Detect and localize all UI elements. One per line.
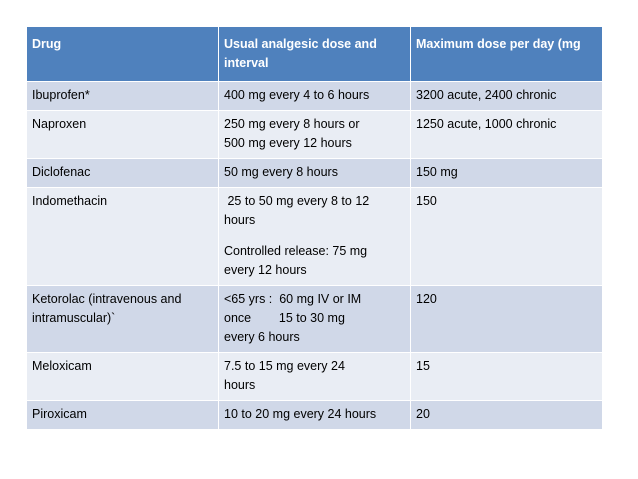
cell-drug: Indomethacin (26, 187, 219, 286)
table-row: Piroxicam 10 to 20 mg every 24 hours 20 (26, 400, 603, 430)
cell-text-line: 1250 acute, 1000 chronic (416, 117, 557, 131)
cell-text-line: 150 (416, 194, 437, 208)
header-max-dose: Maximum dose per day (mg (410, 26, 603, 82)
cell-max-dose: 120 (410, 285, 603, 353)
cell-text-line: 25 to 50 mg every 8 to 12 (224, 194, 370, 208)
header-usual-dose: Usual analgesic dose and interval (218, 26, 411, 82)
cell-drug: Ibuprofen* (26, 81, 219, 111)
cell-usual-dose: 400 mg every 4 to 6 hours (218, 81, 411, 111)
cell-max-dose: 15 (410, 352, 603, 401)
cell-text-line: every 6 hours (224, 330, 300, 344)
cell-text-line: Diclofenac (32, 165, 91, 179)
cell-max-dose: 3200 acute, 2400 chronic (410, 81, 603, 111)
cell-usual-dose: 250 mg every 8 hours or 500 mg every 12 h… (218, 110, 411, 159)
cell-text-line: <65 yrs : 60 mg IV or IM (224, 292, 362, 306)
cell-text-line: hours (224, 378, 256, 392)
table-row: Indomethacin 25 to 50 mg every 8 to 12 ho… (26, 187, 603, 286)
cell-max-dose: 150 (410, 187, 603, 286)
cell-max-dose: 150 mg (410, 158, 603, 188)
table-row: Ibuprofen* 400 mg every 4 to 6 hours 3200 … (26, 81, 603, 111)
cell-text-line: 3200 acute, 2400 chronic (416, 88, 557, 102)
drug-dose-table-container: Drug Usual analgesic dose and interval M… (26, 26, 603, 430)
cell-usual-dose: <65 yrs : 60 mg IV or IM once 15 to 30 mg… (218, 285, 411, 353)
cell-text-line: once 15 to 30 mg (224, 311, 345, 325)
cell-text-line: Ketorolac (intravenous and (32, 292, 182, 306)
cell-text-line: 20 (416, 407, 430, 421)
cell-text-line: 7.5 to 15 mg every 24 (224, 359, 345, 373)
cell-text-line: Ibuprofen* (32, 88, 90, 102)
cell-usual-dose: 25 to 50 mg every 8 to 12 hours Controlled… (218, 187, 411, 286)
cell-text-line: Controlled release: 75 mg (224, 244, 368, 258)
cell-drug: Naproxen (26, 110, 219, 159)
cell-text-line: intramuscular)` (32, 311, 116, 325)
cell-text-line: 500 mg every 12 hours (224, 136, 352, 150)
cell-text-line: Indomethacin (32, 194, 108, 208)
cell-text-line: every 12 hours (224, 263, 307, 277)
cell-text-line: Naproxen (32, 117, 87, 131)
cell-usual-dose: 50 mg every 8 hours (218, 158, 411, 188)
table-row: Naproxen 250 mg every 8 hours or 500 mg ev… (26, 110, 603, 159)
line-gap (224, 230, 405, 242)
cell-usual-dose: 7.5 to 15 mg every 24 hours (218, 352, 411, 401)
cell-text-line: 250 mg every 8 hours or (224, 117, 360, 131)
cell-text-line: hours (224, 213, 256, 227)
table-row: Ketorolac (intravenous and intramuscular)… (26, 285, 603, 353)
nsaid-dose-table: Drug Usual analgesic dose and interval M… (26, 26, 603, 430)
cell-text-line: 400 mg every 4 to 6 hours (224, 88, 370, 102)
table-row: Meloxicam 7.5 to 15 mg every 24 hours 15 (26, 352, 603, 401)
cell-usual-dose: 10 to 20 mg every 24 hours (218, 400, 411, 430)
cell-drug: Diclofenac (26, 158, 219, 188)
cell-drug: Meloxicam (26, 352, 219, 401)
cell-text-line: Meloxicam (32, 359, 92, 373)
cell-text-line: 50 mg every 8 hours (224, 165, 338, 179)
table-row: Diclofenac 50 mg every 8 hours 150 mg (26, 158, 603, 188)
table-header-row: Drug Usual analgesic dose and interval M… (26, 26, 603, 82)
cell-text-line: 10 to 20 mg every 24 hours (224, 407, 377, 421)
cell-text-line: 15 (416, 359, 430, 373)
header-drug: Drug (26, 26, 219, 82)
cell-text-line: Piroxicam (32, 407, 87, 421)
cell-max-dose: 1250 acute, 1000 chronic (410, 110, 603, 159)
cell-drug: Piroxicam (26, 400, 219, 430)
cell-text-line: 120 (416, 292, 437, 306)
cell-text-line: 150 mg (416, 165, 458, 179)
cell-max-dose: 20 (410, 400, 603, 430)
cell-drug: Ketorolac (intravenous and intramuscular)… (26, 285, 219, 353)
